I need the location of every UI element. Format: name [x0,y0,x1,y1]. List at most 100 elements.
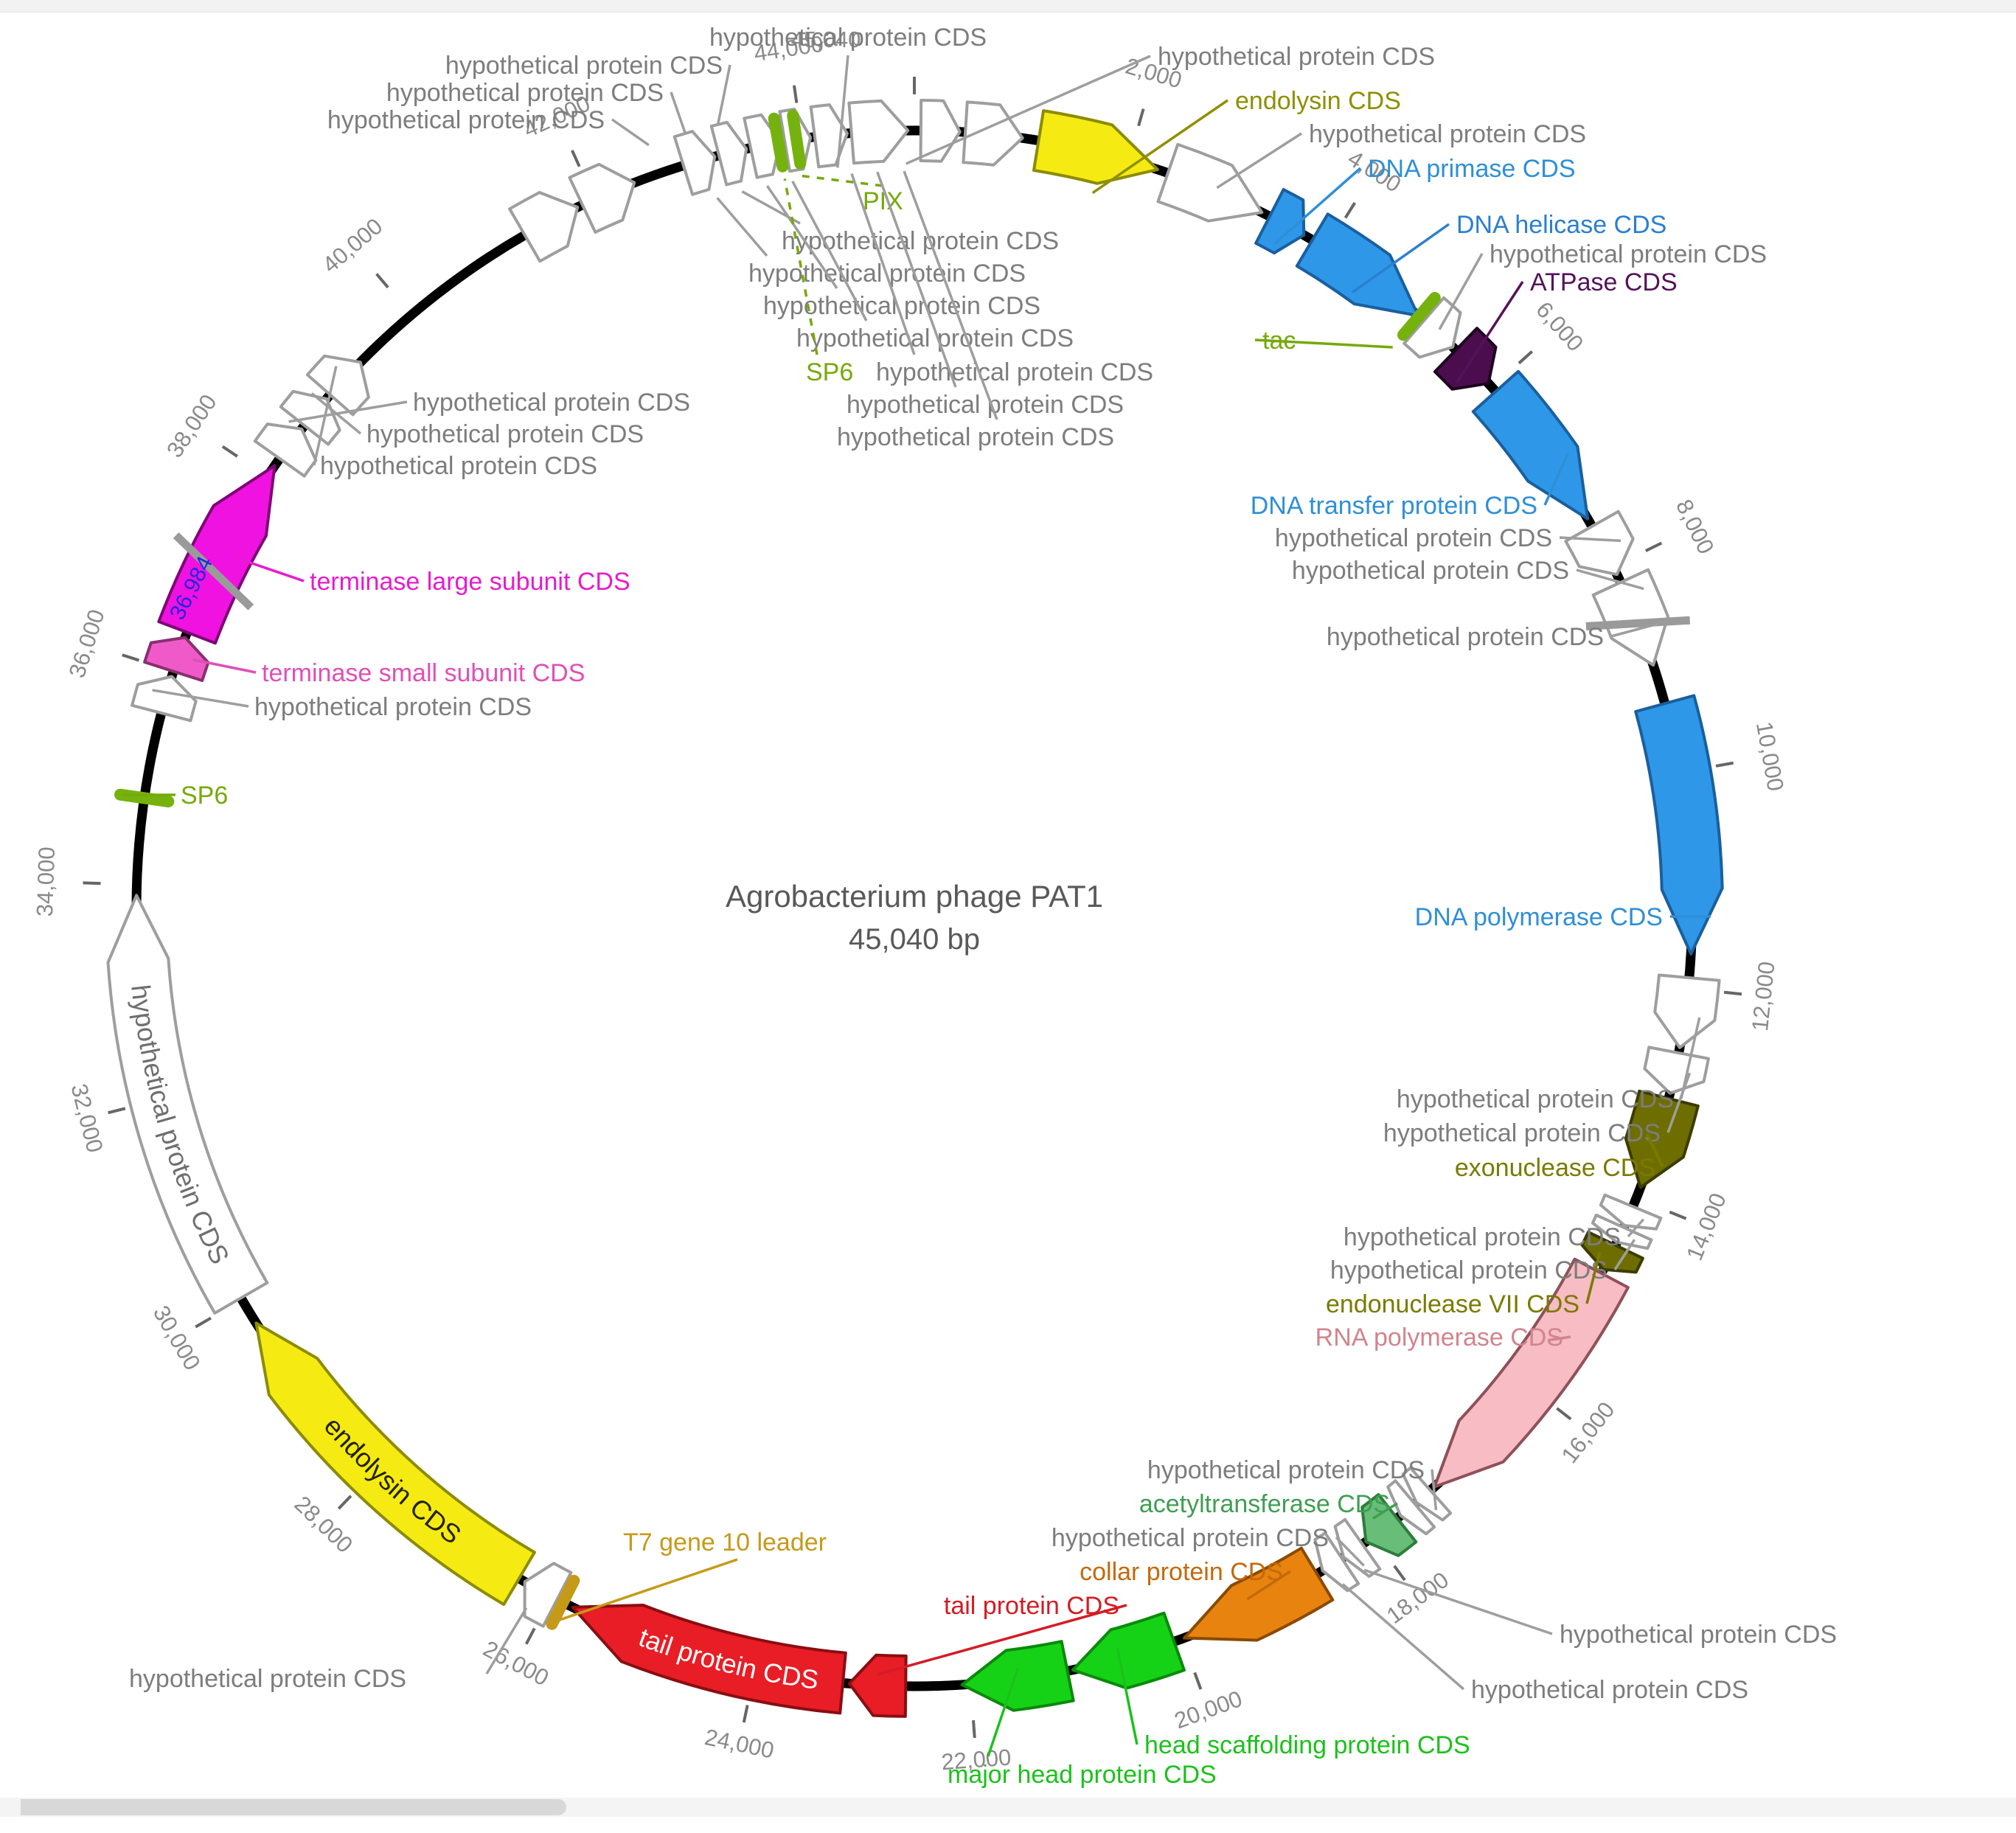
feature-label-hypothetical-protein-cds[interactable]: hypothetical protein CDS [327,106,605,134]
horizontal-scrollbar-thumb[interactable] [21,1799,566,1815]
feature-label-collar-protein-cds[interactable]: collar protein CDS [1080,1558,1283,1586]
feature-hypothetical-protein-cds[interactable] [1564,509,1635,577]
feature-label-sp6[interactable]: SP6 [806,358,853,386]
feature-label-terminase-large-subunit-cds[interactable]: terminase large subunit CDS [310,568,630,596]
feature-label-hypothetical-protein-cds[interactable]: hypothetical protein CDS [1327,623,1604,651]
feature-hypothetical-protein-cds[interactable] [568,162,636,234]
feature-rna-polymerase-cds[interactable] [1433,1257,1630,1489]
feature-hypothetical-protein-cds[interactable] [1156,142,1264,223]
tick-mark [1393,1565,1406,1582]
feature-hypothetical-protein-cds[interactable] [1401,1466,1453,1522]
feature-label-hypothetical-protein-cds[interactable]: hypothetical protein CDS [254,693,532,721]
label-leader-line [716,64,731,125]
feature-label-hypothetical-protein-cds[interactable]: hypothetical protein CDS [1344,1223,1621,1251]
feature-label-terminase-small-subunit-cds[interactable]: terminase small subunit CDS [262,659,585,687]
feature-hypothetical-protein-cds[interactable] [1402,296,1462,359]
feature-hypothetical-protein-cds[interactable] [672,130,717,196]
feature-label-hypothetical-protein-cds[interactable]: hypothetical protein CDS [320,452,597,480]
tick-mark [195,1316,212,1329]
feature-label-hypothetical-protein-cds[interactable]: hypothetical protein CDS [1471,1676,1748,1704]
feature-label-hypothetical-protein-cds[interactable]: hypothetical protein CDS [1292,557,1569,585]
feature-label-hypothetical-protein-cds[interactable]: hypothetical protein CDS [1330,1256,1607,1284]
label-leader-line [1576,568,1644,591]
feature-label-hypothetical-protein-cds[interactable]: hypothetical protein CDS [1158,43,1435,71]
feature-hypothetical-protein-cds[interactable] [253,422,318,478]
feature-acetyltransferase-cds[interactable] [1360,1493,1418,1557]
feature-hypothetical-protein-cds[interactable] [1599,1193,1663,1231]
feature-hypothetical-protein-cds[interactable] [305,354,370,417]
feature-label-hypothetical-protein-cds[interactable]: hypothetical protein CDS [1147,1456,1425,1484]
feature-endolysin-cds[interactable] [1032,109,1159,185]
feature-label-major-head-protein-cds[interactable]: major head protein CDS [948,1761,1217,1789]
feature-label-hypothetical-protein-cds[interactable]: hypothetical protein CDS [1490,240,1767,268]
feature-hypothetical-protein-cds[interactable] [1313,1531,1360,1593]
feature-hypothetical-protein-cds[interactable] [1643,1046,1710,1095]
feature-label-hypothetical-protein-cds[interactable]: hypothetical protein CDS [1560,1621,1837,1649]
feature-dna-helicase-cds[interactable] [1295,212,1420,318]
tick-mark [1723,990,1742,996]
feature-endolysin-cds[interactable] [254,1321,536,1606]
feature-label-hypothetical-protein-cds[interactable]: hypothetical protein CDS [1309,120,1586,148]
feature-label-hypothetical-protein-cds[interactable]: hypothetical protein CDS [1275,524,1552,552]
feature-atpase-cds[interactable] [1433,327,1498,391]
feature-label-t7-gene-10-leader[interactable]: T7 gene 10 leader [623,1528,827,1557]
feature-label-hypothetical-protein-cds[interactable]: hypothetical protein CDS [709,24,987,52]
feature-terminase-small-subunit-cds[interactable] [143,636,210,682]
feature-exonuclease-cds[interactable] [1624,1089,1700,1189]
feature-dna-primase-cds[interactable] [1254,188,1306,255]
feature-tail-protein-cds[interactable] [571,1604,847,1715]
feature-label-hypothetical-protein-cds[interactable]: hypothetical protein CDS [847,391,1124,419]
feature-hypothetical-protein-cds[interactable] [1653,973,1721,1049]
feature-label-hypothetical-protein-cds[interactable]: hypothetical protein CDS [413,389,690,417]
feature-head-scaffolding-protein-cds[interactable] [1071,1611,1186,1690]
feature-label-head-scaffolding-protein-cds[interactable]: head scaffolding protein CDS [1144,1731,1470,1759]
feature-terminase-large-subunit-cds[interactable] [157,464,277,645]
feature-label-hypothetical-protein-cds[interactable]: hypothetical protein CDS [1383,1119,1661,1147]
feature-label-dna-transfer-protein-cds[interactable]: DNA transfer protein CDS [1251,492,1537,520]
feature-label-dna-helicase-cds[interactable]: DNA helicase CDS [1456,211,1666,239]
feature-label-pix[interactable]: PIX [863,187,903,215]
feature-label-hypothetical-protein-cds[interactable]: hypothetical protein CDS [366,420,644,448]
feature-hypothetical-protein-cds[interactable] [1591,568,1669,667]
feature-label-hypothetical-protein-cds[interactable]: hypothetical protein CDS [837,423,1114,451]
feature-hypothetical-protein-cds[interactable] [131,675,198,723]
feature-hypothetical-protein-cds[interactable] [709,120,748,187]
feature-label-hypothetical-protein-cds[interactable]: hypothetical protein CDS [1052,1524,1329,1552]
feature-label-hypothetical-protein-cds[interactable]: hypothetical protein CDS [386,79,664,107]
feature-label-exonuclease-cds[interactable]: exonuclease CDS [1455,1154,1655,1182]
feature-hypothetical-protein-cds[interactable] [1386,1479,1436,1536]
tick-mark [1344,202,1356,219]
feature-tail-protein-cds[interactable] [847,1653,908,1718]
feature-label-tac[interactable]: tac [1262,327,1296,355]
feature-label-dna-primase-cds[interactable]: DNA primase CDS [1368,155,1576,183]
feature-hypothetical-protein-cds[interactable] [847,99,910,165]
feature-label-hypothetical-protein-cds[interactable]: hypothetical protein CDS [876,358,1153,386]
feature-label-dna-polymerase-cds[interactable]: DNA polymerase CDS [1415,903,1663,931]
feature-collar-protein-cds[interactable] [1183,1546,1335,1642]
feature-label-rna-polymerase-cds[interactable]: RNA polymerase CDS [1315,1324,1563,1352]
feature-label-endonuclease-vii-cds[interactable]: endonuclease VII CDS [1326,1290,1579,1318]
feature-label-tail-protein-cds[interactable]: tail protein CDS [944,1592,1119,1620]
feature-dna-polymerase-cds[interactable] [1634,694,1724,956]
marker-tac[interactable] [1397,291,1441,341]
feature-hypothetical-protein-cds[interactable] [1591,1214,1653,1251]
marker-pix[interactable] [787,109,807,170]
marker-sp6[interactable] [768,112,789,173]
tick-mark [1715,761,1734,768]
label-leader-line [850,173,916,355]
marker-t7-gene-10-leader[interactable] [546,1574,580,1630]
feature-hypothetical-protein-cds[interactable] [106,894,269,1315]
feature-major-head-protein-cds[interactable] [960,1640,1075,1712]
tick-label: 8,000 [1671,495,1720,558]
feature-label-acetyltransferase-cds[interactable]: acetyltransferase CDS [1139,1490,1390,1518]
feature-label-atpase-cds[interactable]: ATPase CDS [1530,268,1678,296]
feature-dna-transfer-protein-cds[interactable] [1471,369,1590,521]
feature-hypothetical-protein-cds[interactable] [508,191,580,263]
feature-hypothetical-protein-cds[interactable] [523,1562,573,1628]
feature-label-endolysin-cds[interactable]: endolysin CDS [1235,87,1401,115]
feature-label-sp6[interactable]: SP6 [181,782,228,810]
feature-hypothetical-protein-cds[interactable] [919,99,962,163]
feature-label-hypothetical-protein-cds[interactable]: hypothetical protein CDS [129,1665,406,1693]
feature-label-hypothetical-protein-cds[interactable]: hypothetical protein CDS [1397,1085,1674,1113]
feature-label-hypothetical-protein-cds[interactable]: hypothetical protein CDS [445,52,723,80]
